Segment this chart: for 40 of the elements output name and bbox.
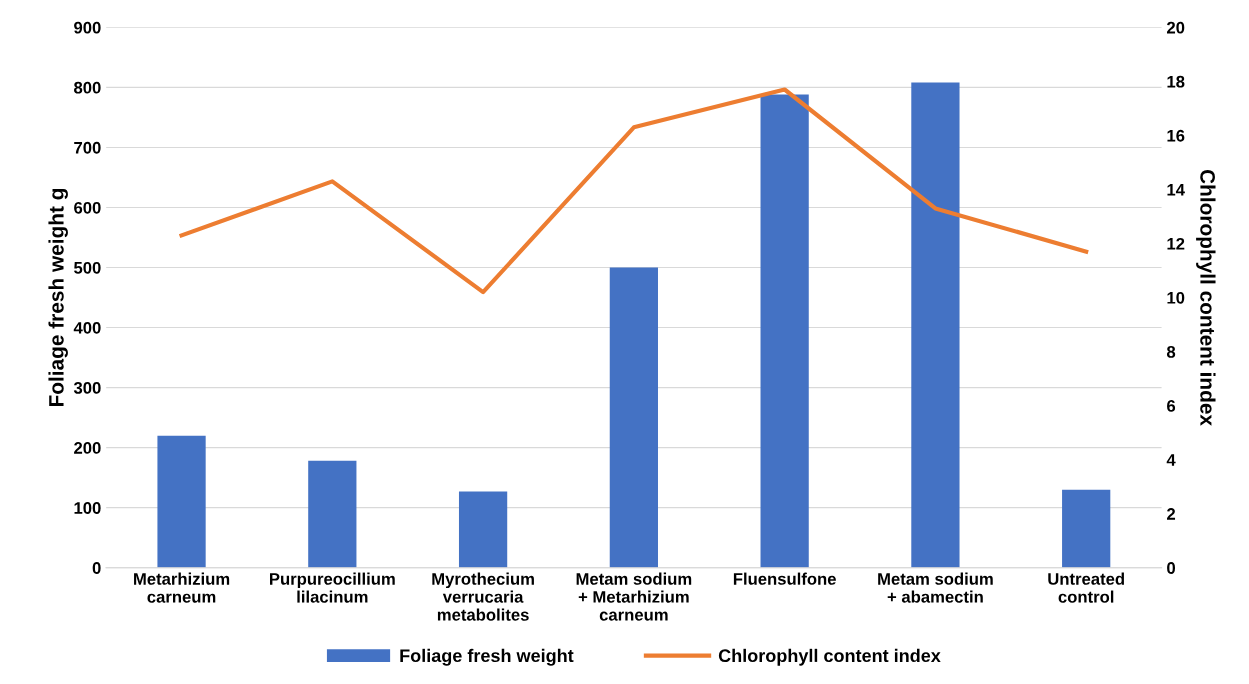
y2-tick-label: 12: [1167, 237, 1185, 250]
bar: [458, 491, 508, 568]
y2-tick-label: 8: [1166, 345, 1176, 358]
legend-label: Foliage fresh weight: [400, 648, 574, 666]
y2-tick-label: 16: [1167, 129, 1185, 142]
y-tick-label: 600: [74, 201, 101, 214]
x-tick-label: Metam sodium + Metarhizium carneum: [576, 572, 692, 621]
x-tick-label: Myrothecium verrucaria metabolites: [432, 572, 534, 621]
y-tick-label: 400: [73, 321, 101, 334]
y2-tick-label: 4: [1166, 454, 1176, 466]
x-tick-label: Metarhizium carneum: [134, 572, 230, 603]
y2-tick-label: 10: [1167, 291, 1185, 304]
y2-tick-label: 2: [1167, 508, 1176, 520]
bar: [1062, 489, 1111, 568]
y2-tick-label: 20: [1167, 21, 1185, 34]
y-tick-label: 800: [74, 81, 101, 94]
y-tick-label: 900: [74, 21, 101, 34]
y2-tick-label: 6: [1167, 400, 1176, 412]
x-tick-label: Untreated control: [1048, 572, 1124, 603]
x-tick-label: Purpureocillium lilacinum: [270, 572, 395, 603]
y-tick-label: 0: [92, 562, 101, 574]
y2-tick-label: 18: [1167, 75, 1185, 88]
legend-label: Chlorophyll content index: [718, 648, 941, 666]
bar: [760, 94, 809, 568]
y-tick-label: 100: [74, 502, 101, 514]
y2-tick-label: 0: [1167, 562, 1176, 574]
y-tick-label: 700: [74, 141, 101, 154]
line-series: [179, 87, 1089, 295]
y2-tick-label: 14: [1167, 184, 1185, 196]
bar: [157, 435, 206, 568]
y2-axis-title: Chlorophyll content index: [1196, 169, 1216, 426]
x-tick-label: Fluensulfone: [733, 572, 836, 585]
y-tick-label: 300: [73, 382, 101, 394]
y-axis-title: Foliage fresh weight g: [48, 188, 68, 407]
bar: [911, 82, 960, 568]
bar: [308, 460, 357, 568]
x-tick-label: Metam sodium + abamectin: [878, 572, 993, 603]
y-tick-label: 200: [74, 442, 101, 454]
bar: [609, 267, 658, 568]
y-tick-label: 500: [74, 261, 101, 274]
